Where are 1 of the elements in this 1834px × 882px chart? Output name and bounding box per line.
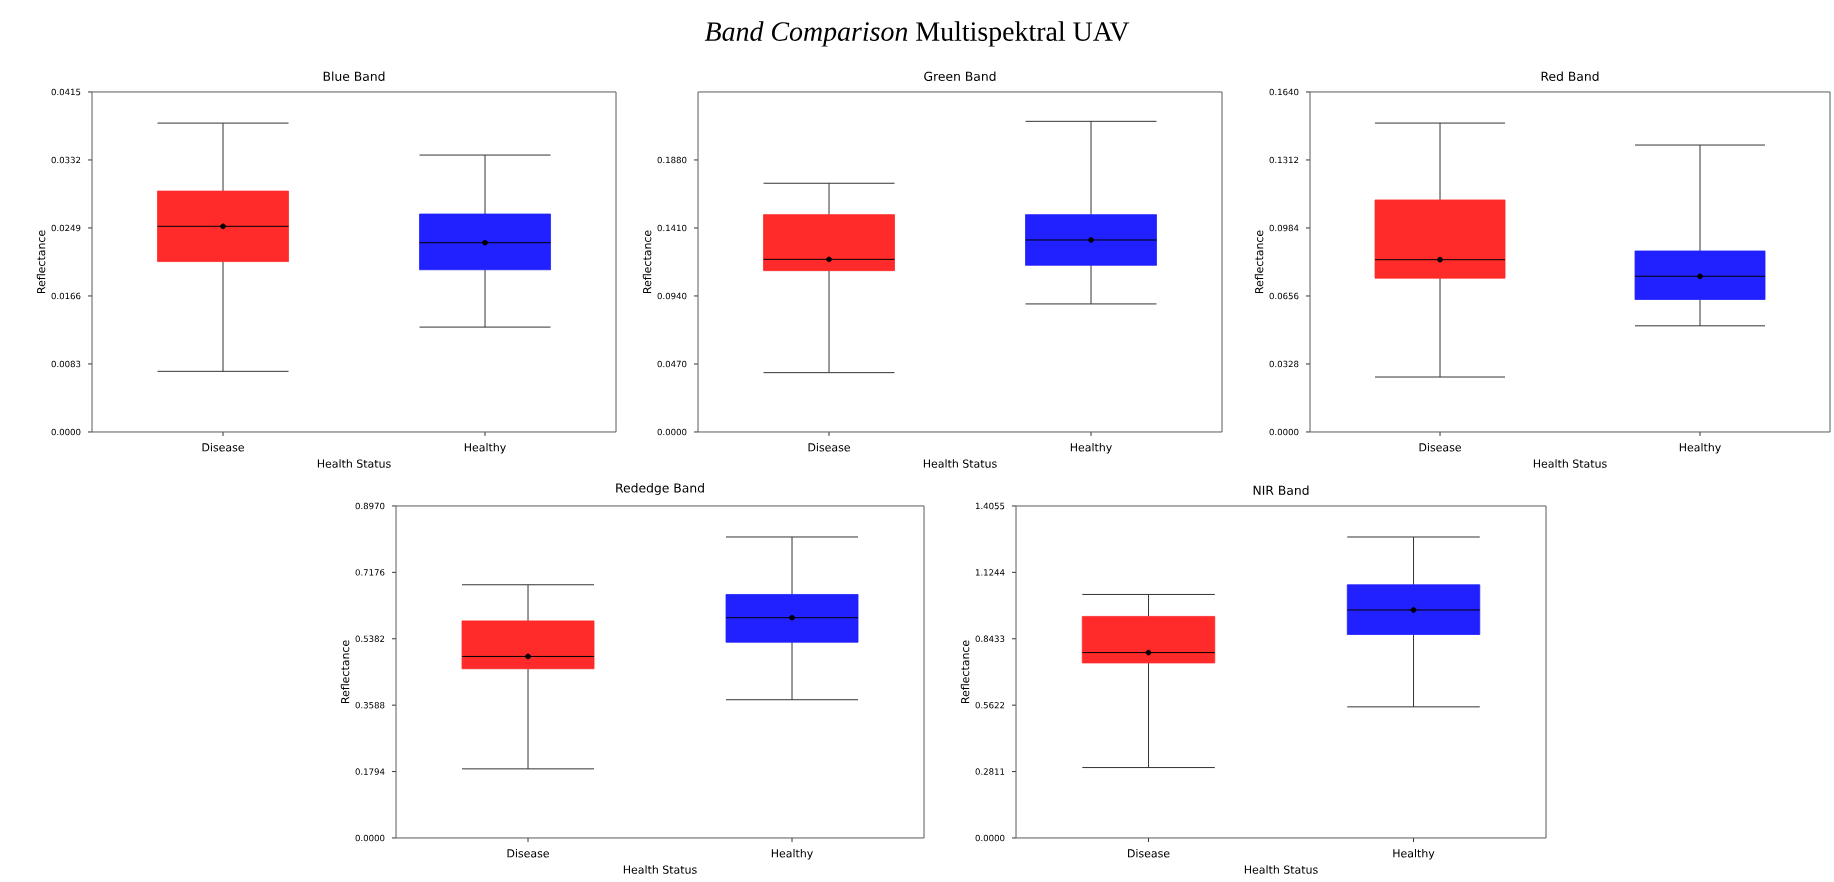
text: Band Comparison Multispektral UAV [704,21,1130,47]
